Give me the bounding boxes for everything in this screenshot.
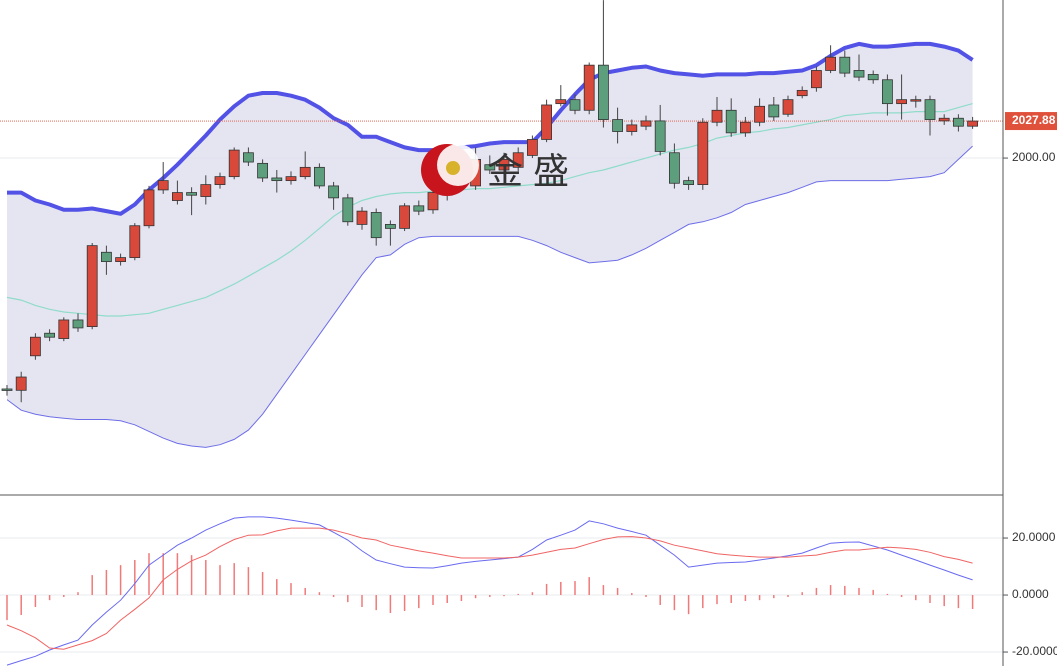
candle-body [640, 120, 652, 127]
candle-body [498, 158, 510, 171]
candle-body [569, 99, 581, 111]
candle-body [58, 319, 70, 339]
candle-body [796, 89, 808, 97]
last-price-tag [1005, 112, 1057, 131]
candle-body [171, 192, 183, 201]
candle-body [768, 104, 780, 118]
candle-body [938, 117, 950, 122]
candle-body [356, 210, 368, 225]
candle-body [129, 225, 141, 258]
candle-body [313, 166, 325, 187]
candle-body [399, 205, 411, 229]
candle-body [711, 109, 723, 123]
candle-body [271, 177, 283, 182]
candle-body [299, 166, 311, 178]
lower-band [6, 145, 973, 448]
candle-body [697, 121, 709, 185]
candle-body [811, 70, 822, 89]
candle-body [157, 180, 169, 191]
candle-body [512, 152, 524, 168]
candle-body [839, 56, 851, 74]
macd-line [6, 516, 973, 666]
candle-body [612, 119, 623, 132]
upper-band [7, 41, 974, 216]
candle-body [143, 189, 155, 227]
candle-body [725, 109, 737, 134]
logo [421, 144, 479, 196]
candle-body [115, 257, 126, 262]
candle-body [896, 99, 907, 105]
candle-body [598, 64, 609, 120]
candle-body [527, 139, 538, 156]
middle-band [6, 103, 973, 317]
candle-body [370, 212, 382, 239]
candle-body [186, 192, 198, 196]
candle-body [342, 197, 354, 223]
candle-body [967, 120, 978, 127]
candle-body [953, 117, 964, 127]
band-area [7, 43, 973, 448]
candle-body [257, 162, 269, 179]
candle-body [669, 152, 680, 184]
candle-body [555, 99, 567, 105]
candle-body [101, 251, 112, 262]
y-tick-label: -20.0000 [1012, 644, 1057, 658]
candle-body [1, 388, 13, 391]
candle-body [72, 319, 84, 329]
macd-line [6, 527, 973, 650]
y-tick-label: 2000.00 [1012, 150, 1056, 164]
logo-dot [446, 161, 460, 175]
candle-body [242, 152, 254, 163]
candle-body [654, 120, 666, 152]
candle-body [86, 245, 98, 327]
candle-body [228, 149, 240, 178]
candle-body [683, 180, 694, 185]
y-tick-label: 20.0000 [1012, 530, 1056, 544]
candle-body [882, 79, 893, 105]
candle-body [583, 64, 595, 111]
candle-body [867, 74, 879, 81]
candle-body [740, 121, 751, 134]
candle-body [328, 185, 340, 199]
candle-body [924, 99, 936, 120]
candle-body [15, 376, 27, 391]
candle-body [427, 192, 439, 211]
candle-body [285, 176, 297, 182]
candle-body [44, 332, 55, 338]
candle-body [214, 176, 226, 185]
candle-body [541, 104, 552, 140]
candle-body [626, 124, 638, 132]
watermark: 金 盛 [487, 151, 569, 192]
candle-body [484, 164, 496, 171]
candle-body [29, 336, 41, 357]
candle-body [825, 56, 836, 71]
candle-body [754, 105, 765, 123]
candle-body [910, 99, 922, 102]
candle-body [384, 224, 396, 229]
candle-body [200, 184, 212, 197]
y-tick-label: 0.0000 [1012, 587, 1049, 601]
last-price-label: 2027.88 [1012, 113, 1056, 127]
candle-body [782, 99, 794, 115]
candle-body [853, 70, 865, 78]
candle-body [413, 205, 425, 212]
